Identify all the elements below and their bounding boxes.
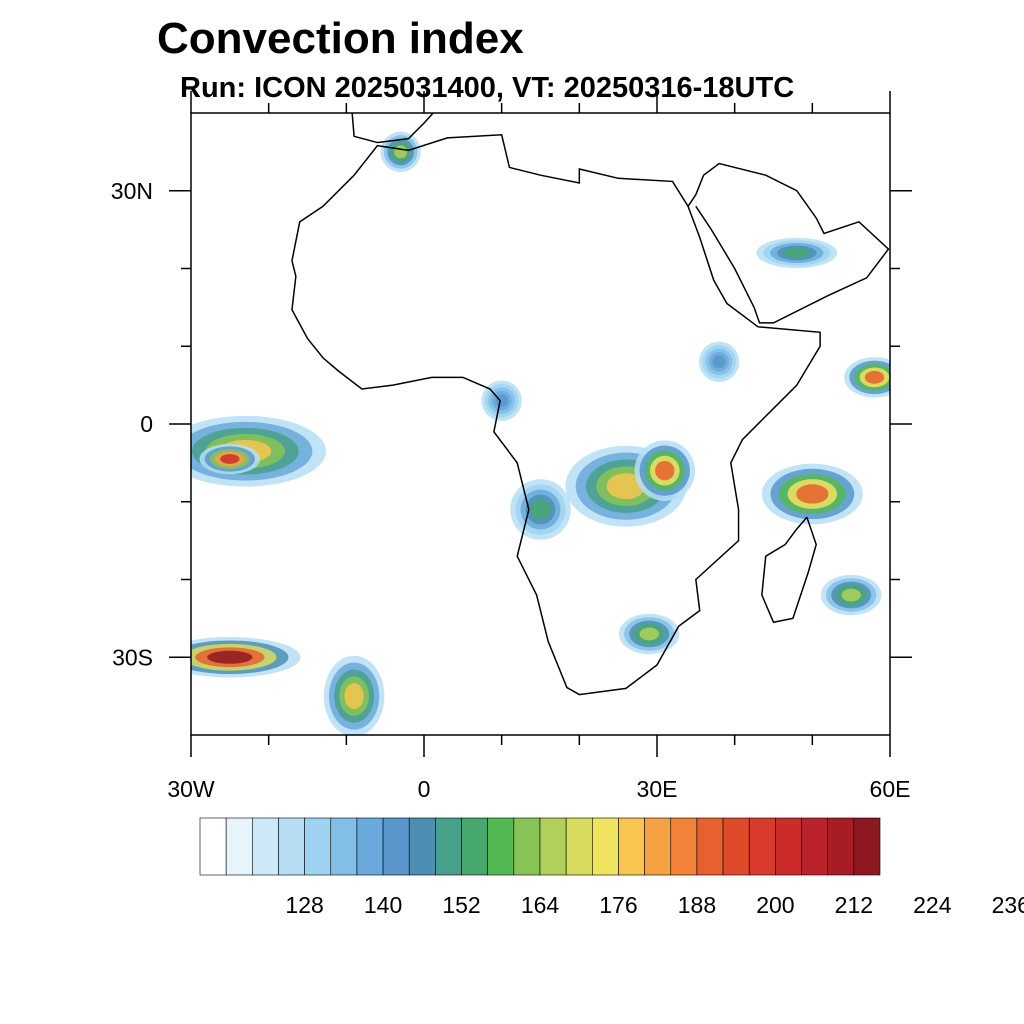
colorbar-swatch <box>644 817 672 876</box>
colorbar-swatch <box>304 817 332 876</box>
colorbar-swatch <box>278 817 305 876</box>
convection-contour <box>655 460 675 481</box>
colorbar: 128 140 152 164 176 188 200 212 224 236 <box>199 817 1024 918</box>
colorbar-swatch <box>748 817 776 876</box>
colorbar-swatch <box>722 817 750 876</box>
colorbar-swatch <box>853 817 881 876</box>
convection-contour <box>796 484 829 504</box>
convection-contour <box>606 473 646 500</box>
axis-ticks: 30W 0 30E 60E 30N 0 30S <box>111 91 912 802</box>
colorbar-swatch <box>827 817 855 876</box>
arabia-coastline <box>687 162 890 324</box>
colorbar-swatch <box>356 817 384 876</box>
colorbar-label: 200 <box>756 892 794 918</box>
colorbar-swatch <box>199 817 227 876</box>
convection-contour <box>783 248 810 258</box>
colorbar-swatch <box>461 817 488 876</box>
x-tick-label: 30E <box>637 776 678 802</box>
x-tick-label: 0 <box>418 776 431 802</box>
y-tick-label: 0 <box>140 411 153 437</box>
colorbar-swatch <box>696 817 724 876</box>
colorbar-label: 164 <box>521 892 560 918</box>
colorbar-label: 188 <box>678 892 716 918</box>
x-tick-label: 60E <box>870 776 911 802</box>
colorbar-swatch <box>252 817 279 876</box>
colorbar-swatch <box>775 817 802 876</box>
convection-contour <box>495 394 509 408</box>
convection-contour <box>220 454 240 464</box>
convection-contour <box>864 370 885 384</box>
colorbar-swatch <box>670 817 698 876</box>
colorbar-swatch <box>330 817 358 876</box>
x-tick-label: 30W <box>167 776 215 802</box>
colorbar-label: 236 <box>992 892 1024 918</box>
colorbar-swatch <box>801 817 828 876</box>
colorbar-label: 212 <box>835 892 873 918</box>
colorbar-label: 176 <box>599 892 637 918</box>
convection-contour <box>344 683 364 710</box>
convection-contour <box>639 627 659 641</box>
colorbar-label: 128 <box>285 892 323 918</box>
y-tick-label: 30S <box>112 644 153 670</box>
convection-field-layer <box>191 131 890 735</box>
y-tick-label: 30N <box>111 178 153 204</box>
colorbar-swatch <box>435 817 462 876</box>
convection-contour <box>841 588 861 602</box>
colorbar-swatch <box>513 817 541 876</box>
convection-contour <box>207 650 253 664</box>
coastline-layer <box>291 113 890 696</box>
colorbar-swatch <box>408 817 436 876</box>
convection-contour <box>394 145 408 159</box>
colorbar-swatch <box>382 817 410 876</box>
colorbar-swatch <box>225 817 253 876</box>
chart-title: Convection index <box>157 14 524 63</box>
convection-contour <box>712 355 726 369</box>
colorbar-label: 152 <box>442 892 480 918</box>
convection-contour <box>530 499 551 520</box>
africa-coastline <box>291 133 821 696</box>
chart-subtitle: Run: ICON 2025031400, VT: 20250316-18UTC <box>180 72 795 104</box>
madagascar-coastline <box>761 516 818 624</box>
colorbar-label: 224 <box>913 892 952 918</box>
iberia-coastline <box>351 113 435 144</box>
colorbar-swatch <box>487 817 515 876</box>
colorbar-swatch <box>592 817 619 876</box>
colorbar-swatch <box>618 817 645 876</box>
colorbar-swatch <box>565 817 593 876</box>
colorbar-swatch <box>539 817 567 876</box>
colorbar-label: 140 <box>364 892 402 918</box>
